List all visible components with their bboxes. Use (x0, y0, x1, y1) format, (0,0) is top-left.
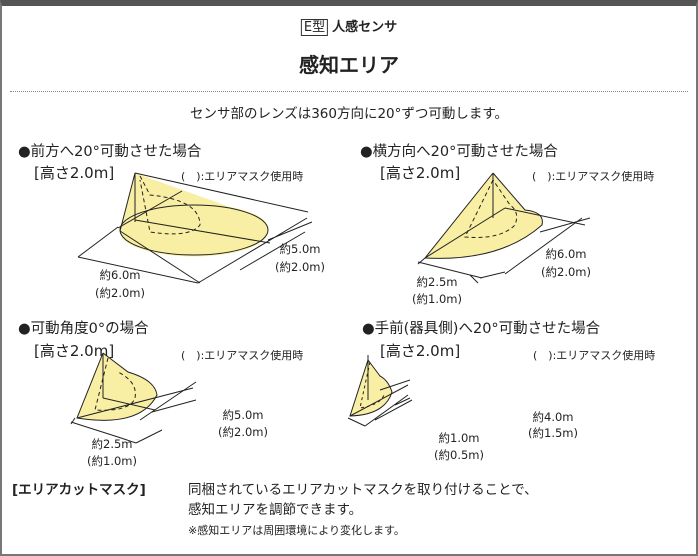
diagram-near-20 (347, 355, 413, 427)
footer-note: ※感知エリアは周囲環境により変化します。 (188, 524, 405, 537)
dashed-outline (139, 175, 201, 235)
type-badge: E型 (300, 19, 329, 36)
footer-line-2: 感知エリアを調節できます。 (188, 502, 363, 518)
panel-zero-dim-a-mask: (約1.0m) (87, 454, 137, 468)
area-fill (119, 173, 269, 257)
dotted-divider (10, 91, 688, 92)
footer-line-1: 同梱されているエリアカットマスクを取り付けることで、 (188, 482, 538, 498)
diagram-side-20 (417, 172, 591, 284)
panel-front-dim-a-mask: (約2.0m) (95, 286, 145, 300)
diagram-front-20 (77, 172, 313, 284)
page-title: 感知エリア (299, 53, 399, 77)
product-name: 人感センサ (332, 20, 398, 35)
area-cut-mask-label: [エリアカットマスク] (12, 482, 146, 498)
panel-near-dim-a: 約1.0m (438, 431, 480, 445)
panel-near-dim-b-mask: (約1.5m) (528, 426, 578, 440)
panel-side-height: [高さ2.0m] (380, 164, 461, 182)
panel-zero-dim-b: 約5.0m (222, 408, 264, 422)
dimension-lines (347, 379, 413, 427)
dashed-outline (359, 361, 385, 409)
dimension-lines (70, 381, 197, 444)
dimension-lines (77, 217, 313, 284)
panel-front-height: [高さ2.0m] (34, 164, 115, 182)
panel-side-dim-a-mask: (約1.0m) (412, 292, 462, 306)
panel-zero-dim-a: 約2.5m (91, 437, 133, 451)
panel-side-dim-b: 約6.0m (545, 247, 587, 261)
cone-edge (349, 359, 393, 417)
axes (117, 190, 271, 244)
area-fill (77, 353, 157, 421)
area-fill (425, 173, 543, 259)
panel-side-note: ( ):エリアマスク使用時 (532, 170, 655, 183)
panel-front-dim-a: 約6.0m (99, 268, 141, 282)
product-header: E型 人感センサ (300, 19, 398, 36)
axes (424, 207, 586, 259)
panel-zero-dim-b-mask: (約2.0m) (218, 425, 268, 439)
dimension-lines (417, 217, 591, 284)
panel-zero-note: ( ):エリアマスク使用時 (181, 349, 304, 362)
panel-near-dim-b: 約4.0m (532, 410, 574, 424)
panel-zero-height: [高さ2.0m] (34, 342, 115, 360)
panel-zero-heading: ●可動角度0°の場合 (18, 321, 149, 337)
panel-side-dim-b-mask: (約2.0m) (541, 265, 591, 279)
panel-side-heading: ●横方向へ20°可動させた場合 (360, 144, 558, 160)
panel-front-dim-b-mask: (約2.0m) (275, 260, 325, 274)
axes (349, 384, 409, 417)
panel-side-dim-a: 約2.5m (416, 275, 458, 289)
panel-near-heading: ●手前(器具側)へ20°可動させた場合 (362, 321, 601, 337)
cone-edge (76, 352, 158, 421)
panel-front-note: ( ):エリアマスク使用時 (181, 170, 304, 183)
panel-front-dim-b: 約5.0m (279, 242, 321, 256)
area-fill (350, 360, 392, 416)
axes (76, 387, 194, 419)
cone-edge (424, 172, 543, 259)
panel-near-height: [高さ2.0m] (380, 342, 461, 360)
panel-near-note: ( ):エリアマスク使用時 (533, 349, 656, 362)
cone-edge (119, 172, 309, 232)
panel-front-heading: ●前方へ20°可動させた場合 (18, 144, 202, 160)
diagram-angle-0 (70, 352, 197, 444)
dashed-outline (464, 179, 518, 238)
intro-text: センサ部のレンズは360方向に20°ずつ可動します。 (189, 106, 509, 122)
panel-near-dim-a-mask: (約0.5m) (434, 448, 484, 462)
